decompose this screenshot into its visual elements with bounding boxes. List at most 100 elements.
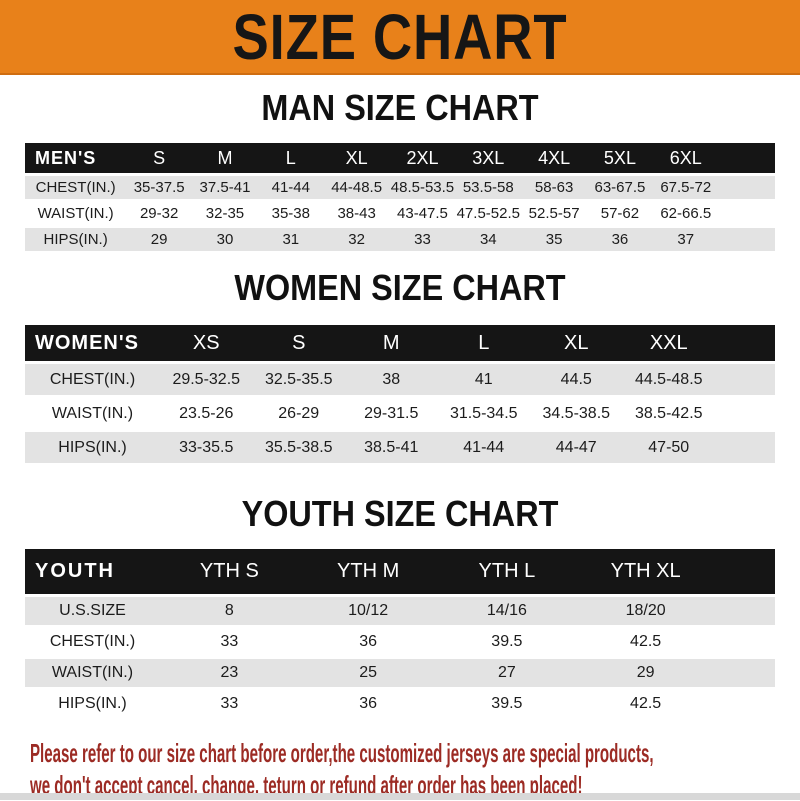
size-column-header: XS — [160, 325, 253, 361]
size-value-cell: 38 — [345, 364, 438, 395]
row-label: CHEST(IN.) — [25, 176, 127, 199]
size-value-cell: 35.5-38.5 — [252, 432, 345, 463]
size-value-cell: 36 — [298, 628, 438, 656]
size-value-cell: 41-44 — [257, 176, 324, 199]
footer-note: Please refer to our size chart before or… — [0, 737, 800, 801]
size-value-cell: 10/12 — [298, 597, 438, 625]
size-column-header: M — [192, 143, 258, 173]
size-column-header: L — [257, 143, 324, 173]
table-title-cell: YOUTH — [25, 549, 160, 594]
size-value-cell: 39.5 — [437, 628, 577, 656]
size-value-cell: 26-29 — [252, 398, 345, 429]
size-value-cell: 23.5-26 — [160, 398, 253, 429]
size-value-cell: 44.5 — [530, 364, 623, 395]
size-value-cell: 33 — [160, 690, 299, 718]
measure-row: U.S.SIZE 8 10/12 14/16 18/20 — [25, 597, 775, 625]
table-header-row: WOMEN'S XS S M L XL XXL — [25, 325, 775, 361]
size-value-cell: 41 — [437, 364, 530, 395]
size-value-cell: 38.5-42.5 — [622, 398, 715, 429]
size-table: WOMEN'S XS S M L XL XXL CHEST(IN.) 29.5-32.5 32.… — [25, 322, 775, 466]
size-value-cell: 33 — [389, 228, 456, 251]
measure-row: WAIST(IN.) 23.5-26 26-29 29-31.5 31.5-34.5 34… — [25, 398, 775, 429]
row-label: WAIST(IN.) — [25, 398, 160, 429]
spacer-cell — [715, 628, 775, 656]
measure-row: WAIST(IN.) 23 25 27 29 — [25, 659, 775, 687]
size-value-cell: 34 — [455, 228, 522, 251]
spacer-cell — [715, 549, 775, 594]
table-title-cell: MEN'S — [25, 143, 127, 173]
size-column-header: YTH XL — [576, 549, 715, 594]
size-column-header: XXL — [622, 325, 715, 361]
size-value-cell: 31 — [257, 228, 324, 251]
table-header-row: YOUTH YTH S YTH M YTH L YTH XL — [25, 549, 775, 594]
measure-row: CHEST(IN.) 35-37.5 37.5-41 41-44 44-48.5 48.5… — [25, 176, 775, 199]
banner: SIZE CHART — [0, 0, 800, 75]
size-column-header: YTH S — [160, 549, 299, 594]
size-column-header: YTH M — [298, 549, 438, 594]
size-value-cell: 8 — [160, 597, 299, 625]
spacer-cell — [718, 143, 775, 173]
size-value-cell: 36 — [587, 228, 653, 251]
size-value-cell: 37.5-41 — [192, 176, 258, 199]
size-value-cell: 29 — [126, 228, 193, 251]
row-label: WAIST(IN.) — [25, 659, 160, 687]
size-value-cell: 32-35 — [192, 202, 258, 225]
size-value-cell: 29-32 — [126, 202, 193, 225]
footer-note-line-1: Please refer to our size chart before or… — [30, 738, 654, 768]
size-value-cell: 33 — [160, 628, 299, 656]
size-value-cell: 44-48.5 — [323, 176, 390, 199]
spacer-cell — [715, 597, 775, 625]
measure-row: CHEST(IN.) 29.5-32.5 32.5-35.5 38 41 44.5 44.5… — [25, 364, 775, 395]
spacer-cell — [715, 325, 775, 361]
size-value-cell: 43-47.5 — [389, 202, 456, 225]
women-size-chart-section: WOMEN SIZE CHART WOMEN'S XS S M L XL XXL CHEST… — [0, 268, 800, 466]
size-value-cell: 52.5-57 — [521, 202, 588, 225]
size-value-cell: 35 — [521, 228, 588, 251]
size-value-cell: 36 — [298, 690, 438, 718]
size-value-cell: 38-43 — [323, 202, 390, 225]
spacer-cell — [718, 176, 775, 199]
measure-row: HIPS(IN.) 33-35.5 35.5-38.5 38.5-41 41-44 44-… — [25, 432, 775, 463]
size-column-header: XL — [323, 143, 390, 173]
size-column-header: 3XL — [455, 143, 522, 173]
size-value-cell: 34.5-38.5 — [530, 398, 623, 429]
spacer-cell — [715, 398, 775, 429]
size-value-cell: 41-44 — [437, 432, 530, 463]
size-value-cell: 32 — [323, 228, 390, 251]
size-value-cell: 27 — [437, 659, 577, 687]
measure-row: HIPS(IN.) 29 30 31 32 33 34 35 36 37 — [25, 228, 775, 251]
size-value-cell: 32.5-35.5 — [252, 364, 345, 395]
size-value-cell: 62-66.5 — [652, 202, 719, 225]
size-column-header: 2XL — [389, 143, 456, 173]
measure-row: CHEST(IN.) 33 36 39.5 42.5 — [25, 628, 775, 656]
size-column-header: S — [252, 325, 345, 361]
size-value-cell: 48.5-53.5 — [389, 176, 456, 199]
size-value-cell: 42.5 — [576, 690, 715, 718]
size-column-header: YTH L — [437, 549, 577, 594]
size-value-cell: 57-62 — [587, 202, 653, 225]
size-value-cell: 29-31.5 — [345, 398, 438, 429]
size-value-cell: 53.5-58 — [455, 176, 522, 199]
spacer-cell — [718, 202, 775, 225]
size-column-header: 5XL — [587, 143, 653, 173]
row-label: HIPS(IN.) — [25, 228, 127, 251]
page-title: SIZE CHART — [232, 0, 568, 73]
row-label: WAIST(IN.) — [25, 202, 127, 225]
size-value-cell: 44.5-48.5 — [622, 364, 715, 395]
size-value-cell: 29.5-32.5 — [160, 364, 253, 395]
size-value-cell: 38.5-41 — [345, 432, 438, 463]
row-label: CHEST(IN.) — [25, 628, 160, 656]
spacer-cell — [715, 690, 775, 718]
size-value-cell: 29 — [576, 659, 715, 687]
size-column-header: L — [437, 325, 530, 361]
size-value-cell: 47-50 — [622, 432, 715, 463]
size-value-cell: 33-35.5 — [160, 432, 253, 463]
table-title-cell: WOMEN'S — [25, 325, 160, 361]
size-value-cell: 25 — [298, 659, 438, 687]
size-column-header: 4XL — [521, 143, 588, 173]
row-label: CHEST(IN.) — [25, 364, 160, 395]
spacer-cell — [715, 364, 775, 395]
size-value-cell: 31.5-34.5 — [437, 398, 530, 429]
size-value-cell: 30 — [192, 228, 258, 251]
